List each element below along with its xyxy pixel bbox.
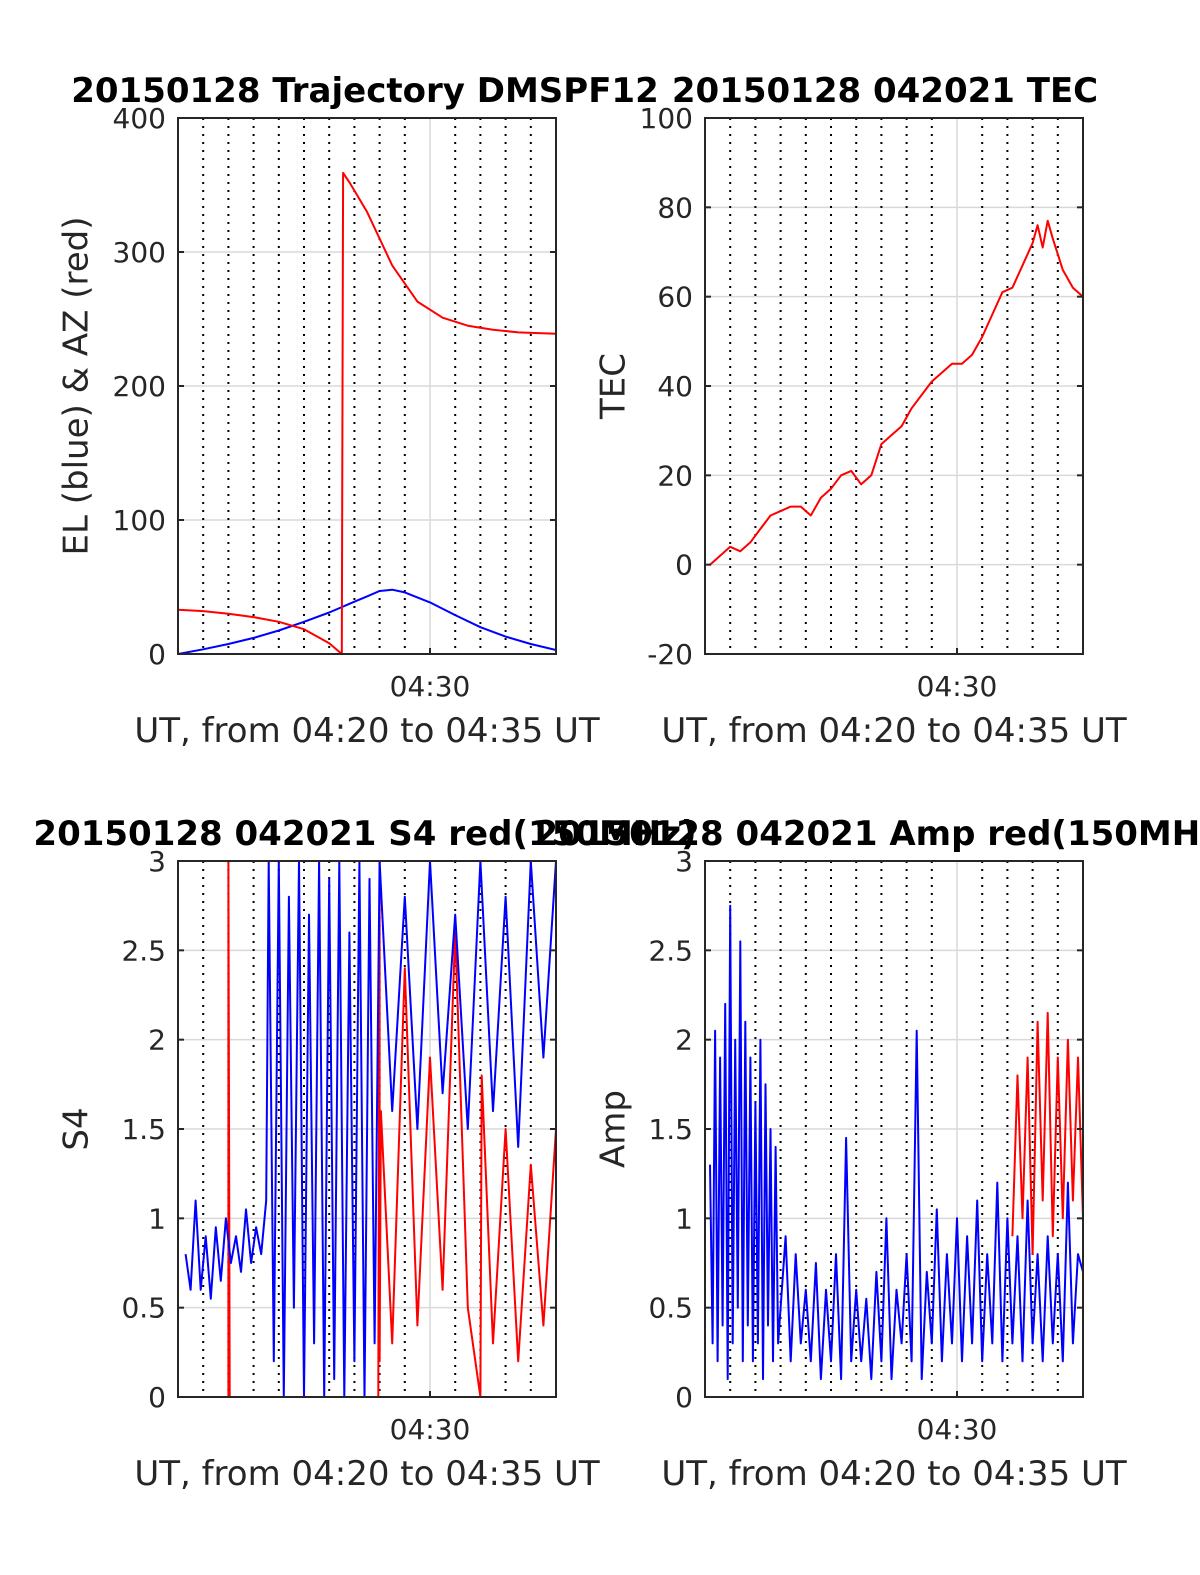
- tec-title: 20150128 042021 TEC: [672, 71, 1098, 111]
- s4-title: 20150128 042021 S4 red(150MHz): [33, 814, 696, 854]
- tec-red-series-line: [709, 219, 1083, 566]
- amp-blue-series-line: [709, 904, 1083, 1381]
- s4-blue-series-line: [184, 861, 556, 1397]
- tec-y-tick-label: -20: [647, 638, 693, 671]
- tec-y-tick-label: 60: [657, 281, 693, 314]
- amp-y-axis-label: Amp: [594, 1090, 634, 1168]
- amp-y-tick-label: 3: [675, 845, 693, 878]
- tec-y-axis-label: TEC: [594, 353, 634, 420]
- amp-title: 20150128 042021 Amp red(150MHz): [534, 814, 1200, 854]
- s4-y-tick-label: 1: [148, 1202, 166, 1235]
- s4-y-tick-label: 0: [148, 1381, 166, 1414]
- tec-y-tick-label: 100: [640, 102, 693, 135]
- tec-y-tick-label: 80: [657, 191, 693, 224]
- amp-y-tick-label: 0: [675, 1381, 693, 1414]
- amp-x-axis-label: UT, from 04:20 to 04:35 UT: [661, 1454, 1127, 1494]
- s4-y-tick-label: 0.5: [121, 1292, 166, 1325]
- amp-y-tick-label: 2: [675, 1024, 693, 1057]
- tec-x-axis-label: UT, from 04:20 to 04:35 UT: [661, 711, 1127, 751]
- trajectory-y-axis-label: EL (blue) & AZ (red): [57, 216, 97, 555]
- s4-x-tick-label: 04:30: [390, 1413, 471, 1446]
- amp-red-series-line: [1011, 1011, 1083, 1256]
- amp-panel: 0 0.5 1 1.5 2 2.5 3 04:30 20150128 042021 Amp r…: [534, 814, 1200, 1494]
- trajectory-title: 20150128 Trajectory DMSPF12: [71, 71, 659, 111]
- trajectory-y-tick-label: 300: [113, 236, 166, 269]
- amp-y-tick-label: 1.5: [648, 1113, 693, 1146]
- s4-y-axis-label: S4: [57, 1107, 97, 1150]
- tec-y-tick-label: 20: [657, 459, 693, 492]
- amp-y-tick-label: 0.5: [648, 1292, 693, 1325]
- tec-panel: -20 0 20 40 60 80 100 04:30 20150128 042021 TEC…: [594, 71, 1127, 751]
- trajectory-x-tick-label: 04:30: [390, 670, 471, 703]
- s4-y-tick-label: 2: [148, 1024, 166, 1057]
- s4-y-tick-label: 1.5: [121, 1113, 166, 1146]
- amp-y-tick-label: 2.5: [648, 934, 693, 967]
- s4-y-tick-label: 3: [148, 845, 166, 878]
- trajectory-x-axis-label: UT, from 04:20 to 04:35 UT: [134, 711, 600, 751]
- trajectory-y-tick-label: 100: [113, 504, 166, 537]
- trajectory-red-series-line: [178, 171, 556, 654]
- trajectory-blue-series-line: [178, 588, 556, 654]
- trajectory-y-tick-label: 400: [113, 102, 166, 135]
- s4-red-series-line: [178, 861, 556, 1397]
- trajectory-panel: 0 100 200 300 400 04:30 20150128 Trajectory D…: [57, 71, 659, 751]
- s4-y-tick-label: 2.5: [121, 934, 166, 967]
- s4-panel: 0 0.5 1 1.5 2 2.5 3 04:30 20150128 042021 S4 re…: [33, 814, 696, 1494]
- s4-x-axis-label: UT, from 04:20 to 04:35 UT: [134, 1454, 600, 1494]
- trajectory-y-tick-label: 200: [113, 370, 166, 403]
- amp-y-tick-label: 1: [675, 1202, 693, 1235]
- trajectory-y-tick-label: 0: [148, 638, 166, 671]
- amp-x-tick-label: 04:30: [917, 1413, 998, 1446]
- tec-y-tick-label: 40: [657, 370, 693, 403]
- tec-y-tick-label: 0: [675, 549, 693, 582]
- tec-x-tick-label: 04:30: [917, 670, 998, 703]
